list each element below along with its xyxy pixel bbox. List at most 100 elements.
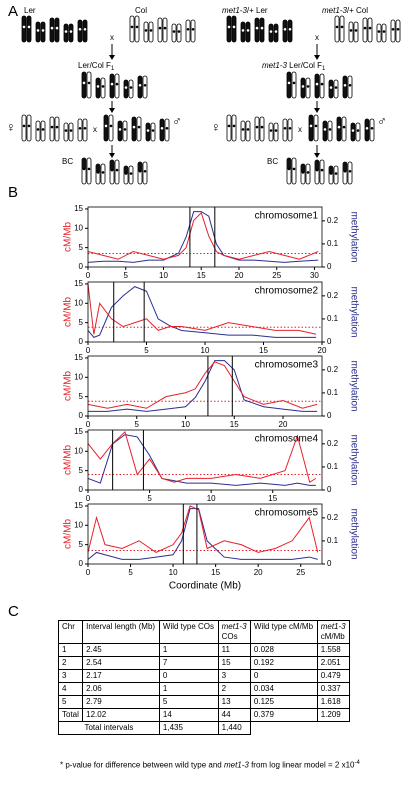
x-tick-label: 20	[279, 420, 288, 429]
table-cell: 0.192	[249, 656, 318, 670]
chromosome	[305, 77, 311, 99]
table-cell: 14	[158, 708, 219, 722]
centromere	[348, 83, 352, 87]
chromosome	[291, 157, 297, 185]
centromere	[144, 29, 148, 32]
table-cell: 44	[217, 708, 251, 722]
centromere	[227, 25, 231, 29]
y2-tick-label: 0.2	[327, 365, 339, 374]
centromere	[269, 30, 273, 33]
series-line	[87, 283, 317, 335]
chromosome	[308, 114, 314, 142]
table-cell: 0.337	[316, 682, 351, 696]
chromosome	[367, 17, 373, 43]
centromere	[50, 26, 54, 30]
x-tick-label: 5	[144, 346, 149, 355]
centromere	[69, 129, 73, 132]
chromosome	[86, 71, 92, 99]
y-tick-label: 10	[74, 223, 83, 232]
y-tick-label: 15	[74, 279, 83, 288]
centromere	[340, 25, 344, 29]
x-tick-label: 10	[169, 568, 178, 577]
chromosome	[100, 77, 106, 99]
y2-tick-label: 0.1	[327, 314, 339, 323]
arrow-head	[109, 108, 115, 113]
chromosome	[245, 120, 251, 142]
centromere	[138, 169, 142, 173]
table-row: 5 2.79 5 13 0.125 1.618	[57, 695, 351, 709]
centromere	[246, 29, 250, 32]
centromere	[343, 169, 347, 173]
table-cell: 2.051	[316, 656, 351, 670]
centromere	[255, 26, 259, 30]
chromosome	[164, 118, 170, 142]
chromosome	[286, 71, 292, 99]
chromosome	[268, 23, 274, 43]
header-cell: Wild type cM/Mb	[249, 620, 318, 644]
chromosome	[40, 21, 46, 43]
x-tick-label: 0	[86, 420, 91, 429]
centromere	[36, 128, 40, 131]
centromere	[292, 81, 296, 85]
table-cell: 2	[217, 682, 251, 696]
centromere	[301, 85, 305, 88]
chromosome	[82, 118, 88, 142]
header-cell: Chr	[57, 620, 84, 644]
chromosome	[108, 114, 114, 142]
y-tick-label: 0	[79, 337, 84, 346]
plot-frame	[87, 503, 323, 565]
series-line	[87, 211, 319, 260]
chromosome	[21, 114, 27, 142]
y-axis-title: cM/Mb	[63, 519, 74, 549]
series-line	[87, 361, 318, 409]
header-text: cM/Mb	[320, 632, 345, 641]
y-tick-label: 15	[74, 427, 83, 436]
chromosome	[114, 73, 120, 99]
chromosome	[254, 17, 260, 43]
chromosome	[327, 120, 333, 142]
total-intervals-row: Total intervals 1,435 1,440	[58, 721, 350, 735]
centromere	[255, 125, 259, 129]
centromere	[87, 167, 91, 171]
chromosome	[49, 116, 55, 142]
chromosome	[82, 19, 88, 43]
centromere	[96, 171, 100, 174]
chromosome	[240, 120, 246, 142]
chromosome	[128, 79, 134, 99]
x-tick-label: 10	[159, 271, 168, 280]
centromere	[87, 81, 91, 85]
chromosome	[287, 19, 293, 43]
table-row: 1 2.45 1 11 0.028 1.558	[57, 643, 351, 657]
blank-cell	[250, 722, 317, 735]
table-cell: 2.79	[82, 695, 160, 709]
chromosome	[143, 21, 149, 43]
x-tick-label: 0	[86, 271, 91, 280]
chromosome	[319, 159, 325, 185]
centromere	[334, 86, 338, 89]
chromosome	[341, 116, 347, 142]
x-tick-label: 15	[197, 271, 206, 280]
x-tick-label: 25	[272, 271, 281, 280]
centromere	[146, 129, 150, 132]
parent-label: met1-3/+ Col	[322, 6, 368, 15]
x-tick-label: 15	[230, 420, 239, 429]
x-tick-label: 0	[86, 568, 91, 577]
chromosome	[95, 77, 101, 99]
centromere	[191, 27, 195, 31]
y2-tick-label: 0.2	[327, 291, 339, 300]
chromosome	[49, 17, 55, 43]
panel-label: C	[8, 603, 19, 620]
centromere	[41, 128, 45, 131]
table-cell: 0.379	[249, 708, 318, 722]
chromosome	[395, 19, 401, 43]
centromere	[260, 26, 264, 30]
y2-axis-title: methylation	[348, 434, 359, 485]
chromosome	[333, 165, 339, 185]
x-tick-label: 25	[296, 568, 305, 577]
centromere	[137, 125, 141, 129]
chromosome	[136, 116, 142, 142]
centromere	[370, 126, 374, 130]
chromosome	[350, 122, 356, 142]
table-cell: 1.558	[316, 643, 351, 657]
chromosome	[336, 116, 342, 142]
